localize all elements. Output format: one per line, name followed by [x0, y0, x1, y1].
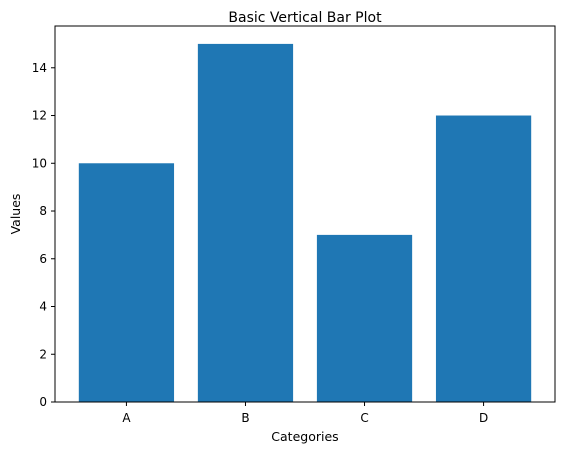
x-tick-label: B — [241, 411, 249, 425]
bar-d — [435, 115, 532, 403]
bar-c — [316, 234, 413, 402]
y-tick-label: 12 — [32, 109, 47, 123]
x-tick-label: D — [479, 411, 488, 425]
y-axis-label: Values — [8, 194, 23, 235]
chart-title: Basic Vertical Bar Plot — [228, 10, 382, 26]
bar-b — [197, 43, 294, 403]
y-tick-label: 4 — [39, 300, 47, 314]
y-tick-label: 6 — [39, 252, 47, 266]
y-tick-label: 14 — [32, 61, 47, 75]
y-axis-ticks: 0 2 4 6 8 10 12 14 — [32, 61, 55, 409]
x-axis-label: Categories — [271, 429, 338, 444]
x-tick-label: A — [122, 411, 131, 425]
y-tick-label: 10 — [32, 156, 47, 170]
x-axis-ticks: A B C D — [122, 402, 488, 425]
x-tick-label: C — [360, 411, 368, 425]
bars-group — [78, 43, 532, 403]
bar-a — [78, 163, 175, 402]
y-tick-label: 8 — [39, 204, 47, 218]
plot-area-frame — [54, 25, 556, 403]
y-tick-label: 0 — [39, 395, 47, 409]
y-tick-label: 2 — [39, 347, 47, 361]
